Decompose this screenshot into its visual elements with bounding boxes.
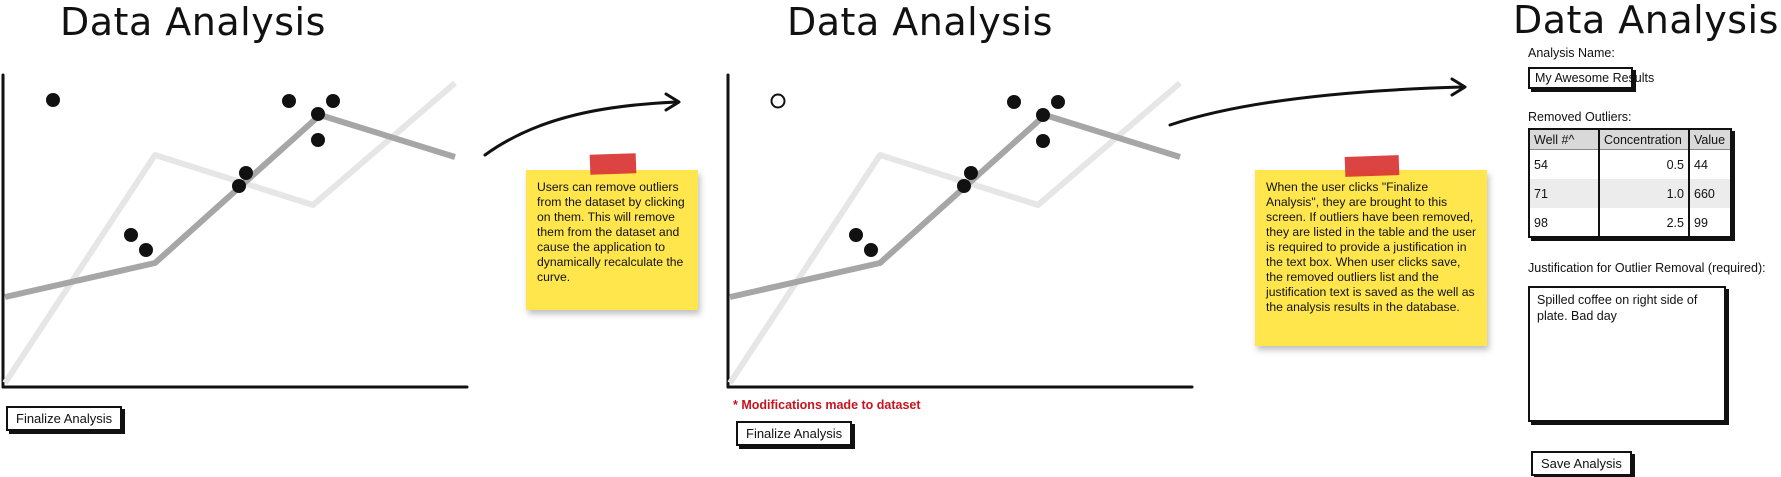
data-point[interactable] [232, 179, 246, 193]
analysis-name-value: My Awesome Results [1535, 71, 1655, 85]
justification-label: Justification for Outlier Removal (requi… [1528, 261, 1766, 275]
column-header-well[interactable]: Well #^ [1530, 130, 1599, 150]
data-point[interactable] [124, 228, 138, 242]
cell-value: 99 [1688, 208, 1730, 236]
finalize-analysis-button[interactable]: Finalize Analysis [736, 421, 853, 446]
data-point[interactable] [326, 94, 340, 108]
reference-curve [727, 80, 1182, 385]
finalize-analysis-button[interactable]: Finalize Analysis [6, 406, 123, 431]
sticky-note-1-text: Users can remove outliers from the datas… [537, 180, 685, 284]
screen-3-title: Data Analysis [1513, 0, 1779, 42]
data-point[interactable] [964, 166, 978, 180]
data-point[interactable] [849, 228, 863, 242]
table-row[interactable]: 98 2.5 99 [1530, 208, 1730, 236]
sticky-note-2: When the user clicks "Finalize Analysis"… [1255, 170, 1487, 346]
cell-well: 98 [1534, 215, 1548, 230]
data-point[interactable] [239, 166, 253, 180]
cell-concentration: 2.5 [1598, 208, 1689, 236]
table-row[interactable]: 54 0.5 44 [1530, 149, 1730, 179]
sticky-note-2-text: When the user clicks "Finalize Analysis"… [1266, 180, 1477, 314]
screen-2-title: Data Analysis [787, 0, 1053, 44]
removed-outliers-table: Well #^ Concentration Value 54 0.5 44 71… [1528, 128, 1732, 238]
data-points[interactable] [770, 93, 1066, 258]
removed-data-point[interactable] [770, 93, 786, 109]
data-point[interactable] [1007, 95, 1021, 109]
table-row[interactable]: 71 1.0 660 [1530, 179, 1730, 208]
data-point[interactable] [311, 107, 325, 121]
table-header-row: Well #^ Concentration Value [1530, 130, 1730, 150]
cell-value: 660 [1688, 179, 1730, 208]
analysis-name-label: Analysis Name: [1528, 46, 1615, 60]
cell-concentration: 1.0 [1598, 179, 1689, 208]
screen-1-title: Data Analysis [60, 0, 326, 44]
data-points[interactable] [46, 93, 340, 257]
data-point[interactable] [1036, 134, 1050, 148]
analysis-name-input[interactable]: My Awesome Results [1528, 67, 1654, 89]
data-point[interactable] [46, 93, 60, 107]
flow-arrow-2 [1168, 77, 1467, 127]
data-point[interactable] [864, 243, 878, 257]
cell-well: 71 [1530, 179, 1599, 208]
cell-value: 44 [1688, 149, 1730, 179]
reference-curve [2, 80, 457, 385]
column-header-value[interactable]: Value [1688, 130, 1730, 150]
cell-well: 54 [1534, 157, 1548, 172]
sticky-note-1: Users can remove outliers from the datas… [526, 170, 698, 310]
cell-concentration: 0.5 [1598, 149, 1689, 179]
outliers-table: Well #^ Concentration Value 54 0.5 44 71… [1530, 130, 1730, 236]
data-point[interactable] [1036, 108, 1050, 122]
flow-arrow-1 [483, 92, 681, 157]
removed-outliers-label: Removed Outliers: [1528, 110, 1632, 124]
data-point[interactable] [1051, 95, 1065, 109]
justification-value: Spilled coffee on right side of plate. B… [1537, 293, 1698, 323]
screen-2-chart [726, 73, 1194, 389]
tape-1 [589, 153, 637, 175]
justification-textarea[interactable]: Spilled coffee on right side of plate. B… [1528, 286, 1726, 422]
data-point[interactable] [957, 179, 971, 193]
tape-2 [1344, 155, 1400, 177]
data-point[interactable] [311, 133, 325, 147]
data-point[interactable] [139, 243, 153, 257]
save-analysis-button[interactable]: Save Analysis [1531, 451, 1632, 476]
screen-1-chart [1, 73, 469, 389]
data-point[interactable] [282, 94, 296, 108]
column-header-concentration[interactable]: Concentration [1598, 130, 1689, 150]
modifications-label: * Modifications made to dataset [733, 398, 921, 412]
